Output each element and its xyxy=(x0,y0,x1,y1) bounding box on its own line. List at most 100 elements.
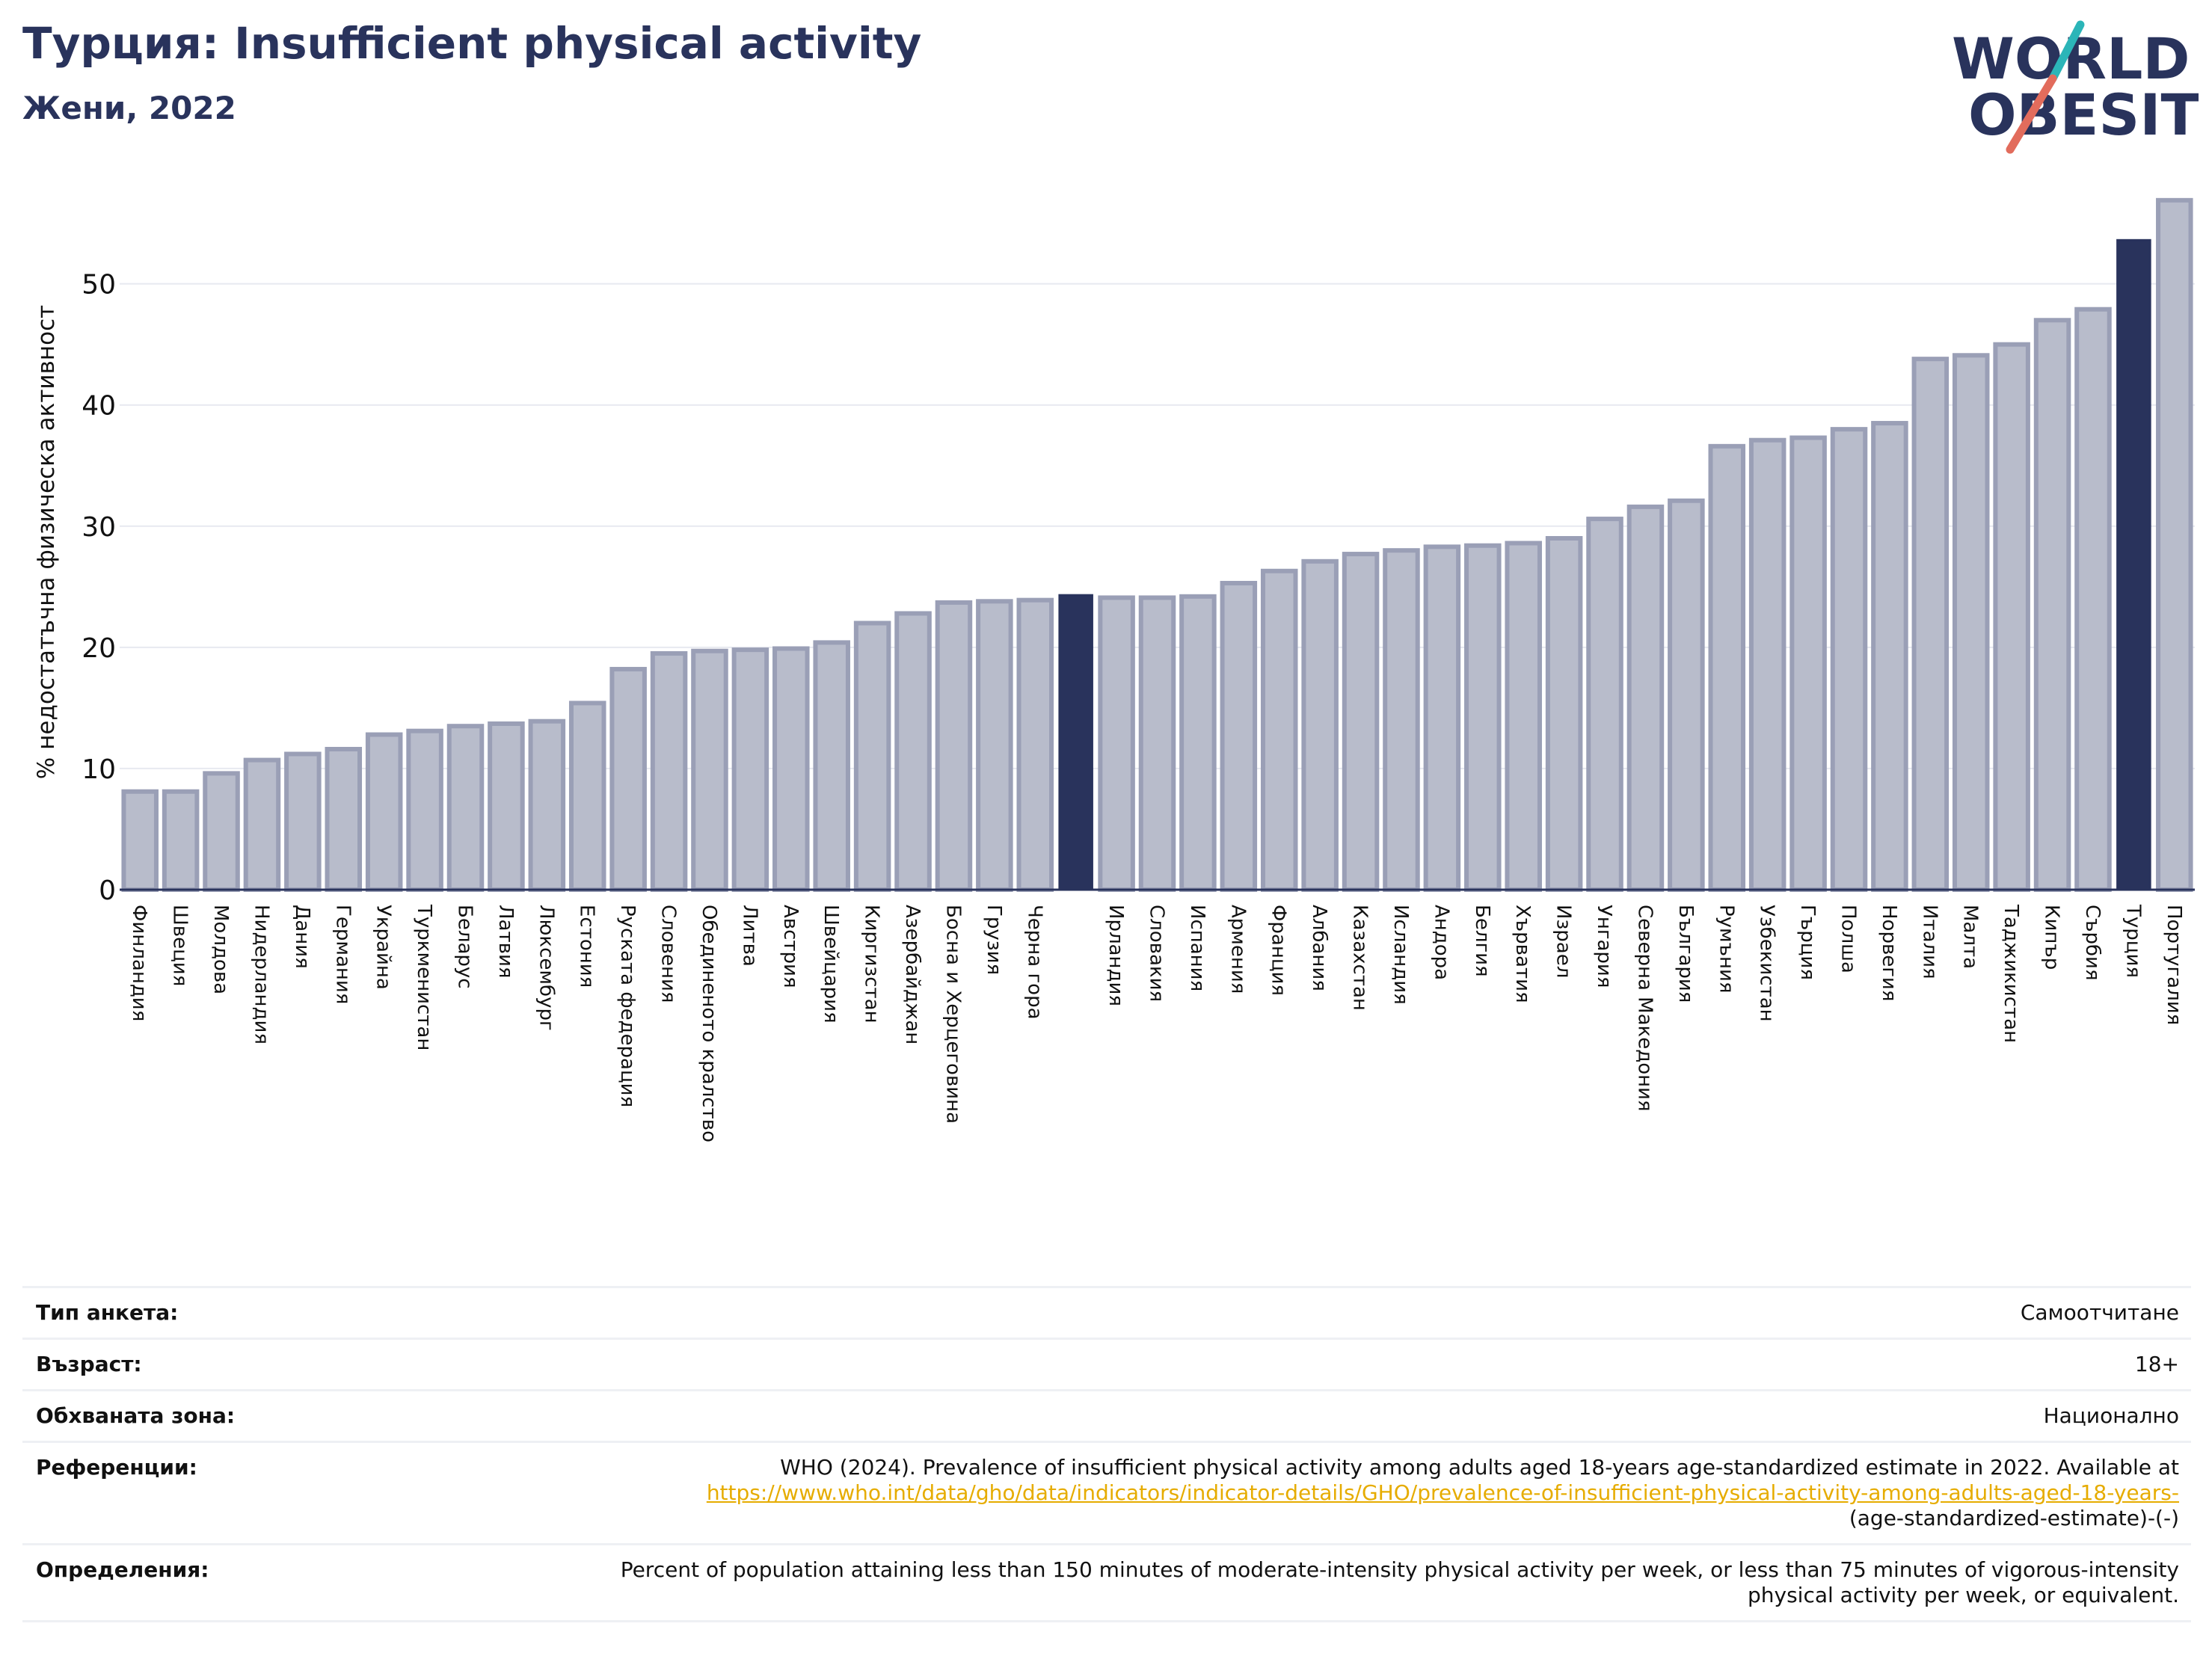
x-tick-label: Швеция xyxy=(169,905,191,986)
y-axis-label: % недостатъчна физическа активност xyxy=(33,305,60,779)
y-tick-label: 30 xyxy=(82,512,116,543)
x-tick-label: Грузия xyxy=(983,905,1005,975)
bar xyxy=(1993,342,2030,893)
x-tick-label: Португалия xyxy=(2163,905,2185,1025)
bar xyxy=(772,646,810,893)
bar xyxy=(853,621,891,893)
bar xyxy=(1016,597,1054,892)
x-tick-label: Дания xyxy=(291,905,313,969)
bar xyxy=(1138,595,1176,893)
x-tick-label: Обединеното кралство xyxy=(698,905,720,1142)
bar xyxy=(1748,437,1787,892)
x-tick-label: Белгия xyxy=(1471,905,1493,977)
bar-chart: 0 10 20 30 40 50 Финландия Швеция Молдова Нидерл… xyxy=(33,197,2195,1142)
bar xyxy=(1952,353,1990,892)
x-tick-label: Румъния xyxy=(1715,905,1737,994)
x-tick-label: България xyxy=(1674,905,1697,1003)
x-tick-label: Сърбия xyxy=(2081,905,2104,981)
bar xyxy=(1301,558,1339,892)
bar xyxy=(976,599,1013,893)
bar xyxy=(1464,543,1502,892)
bar xyxy=(488,721,525,892)
bar xyxy=(284,751,322,893)
logo-slash-top xyxy=(2048,20,2085,83)
bar xyxy=(1830,427,1868,892)
bar xyxy=(1260,568,1298,892)
bar-highlighted xyxy=(1058,594,1093,891)
bar xyxy=(691,648,728,892)
bar xyxy=(1342,552,1380,892)
x-tick-label: Литва xyxy=(738,905,761,967)
bar xyxy=(731,647,769,892)
info-row-definitions: Определения: Percent of population attai… xyxy=(22,1543,2191,1622)
reference-text-end: (age-standardized-estimate)-(-) xyxy=(1849,1506,2179,1530)
bar xyxy=(1911,357,1950,892)
x-tick-label: Черна гора xyxy=(1023,905,1045,1020)
chart-subtitle: Жени, 2022 xyxy=(22,90,236,126)
bar xyxy=(1789,435,1827,892)
bar xyxy=(325,747,363,892)
bar xyxy=(813,640,850,893)
bar xyxy=(203,771,240,893)
x-tick-label: Латвия xyxy=(494,905,517,979)
x-tick-label: Франция xyxy=(1268,905,1290,996)
y-tick-label: 50 xyxy=(82,270,116,301)
x-tick-label: Австрия xyxy=(779,905,802,988)
x-tick-label: Руската федерация xyxy=(616,905,639,1107)
y-tick-label: 0 xyxy=(99,875,116,906)
info-row-references: Референции: WHO (2024). Prevalence of in… xyxy=(22,1441,2191,1543)
x-tick-label: Ирландия xyxy=(1105,905,1127,1006)
bar xyxy=(121,789,159,892)
bar xyxy=(162,789,200,892)
logo-text-obesity: OBESITY xyxy=(1968,81,2199,148)
bar xyxy=(406,728,443,892)
info-label: Възраст: xyxy=(36,1352,142,1376)
x-tick-label: Словения xyxy=(657,905,680,1003)
x-tick-label: Люксембург xyxy=(535,905,557,1031)
x-tick-label: Италия xyxy=(1918,905,1941,979)
bar xyxy=(1220,580,1258,892)
bar xyxy=(1586,517,1623,892)
bar xyxy=(1179,594,1217,892)
x-tick-label: Турция xyxy=(2122,904,2144,978)
x-tick-labels: Финландия Швеция Молдова Нидерландия Дания Ге… xyxy=(128,904,2185,1142)
x-tick-label: Андора xyxy=(1430,905,1452,980)
y-tick-label: 40 xyxy=(82,391,116,422)
bar xyxy=(1668,498,1705,892)
y-tick-label: 10 xyxy=(82,754,116,785)
x-tick-label: Казахстан xyxy=(1349,905,1371,1011)
bars xyxy=(121,197,2193,893)
x-tick-label: Киргизстан xyxy=(861,905,883,1024)
x-tick-label: Полша xyxy=(1837,905,1860,973)
bar xyxy=(2156,197,2193,892)
x-tick-label: Унгария xyxy=(1593,905,1615,988)
x-tick-label: Исландия xyxy=(1389,905,1412,1005)
bar xyxy=(609,667,647,892)
bar xyxy=(1383,548,1420,892)
info-row-area: Обхваната зона: Национално xyxy=(22,1389,2191,1441)
reference-link[interactable]: https://www.who.int/data/gho/data/indica… xyxy=(706,1480,2179,1505)
chart-title: Турция: Insufficient physical activity xyxy=(22,18,922,69)
x-tick-label: Финландия xyxy=(128,905,150,1021)
info-label: Определения: xyxy=(36,1557,209,1582)
x-tick-label: Албания xyxy=(1308,905,1330,991)
info-label: Референции: xyxy=(36,1455,197,1480)
info-row-survey-type: Тип анкета: Самоотчитане xyxy=(22,1286,2191,1338)
bar xyxy=(650,650,688,892)
info-value: 18+ xyxy=(2134,1352,2179,1376)
info-row-age: Възраст: 18+ xyxy=(22,1338,2191,1389)
x-tick-label: Нидерландия xyxy=(250,905,272,1044)
x-tick-label: Босна и Херцеговина xyxy=(941,905,964,1124)
x-tick-label: Беларус xyxy=(454,905,476,989)
bar xyxy=(568,701,606,893)
bar xyxy=(1505,541,1542,893)
info-table: Тип анкета: Самоотчитане Възраст: 18+ Об… xyxy=(22,1286,2191,1622)
bar-highlighted xyxy=(2116,238,2151,891)
bar xyxy=(1626,504,1665,892)
x-tick-label: Малта xyxy=(1959,905,1982,969)
x-tick-label: Израел xyxy=(1552,905,1575,978)
bar xyxy=(1423,544,1461,893)
x-tick-label: Узбекистан xyxy=(1756,905,1778,1022)
info-label: Тип анкета: xyxy=(36,1300,179,1325)
info-value: Percent of population attaining less tha… xyxy=(620,1557,2179,1607)
